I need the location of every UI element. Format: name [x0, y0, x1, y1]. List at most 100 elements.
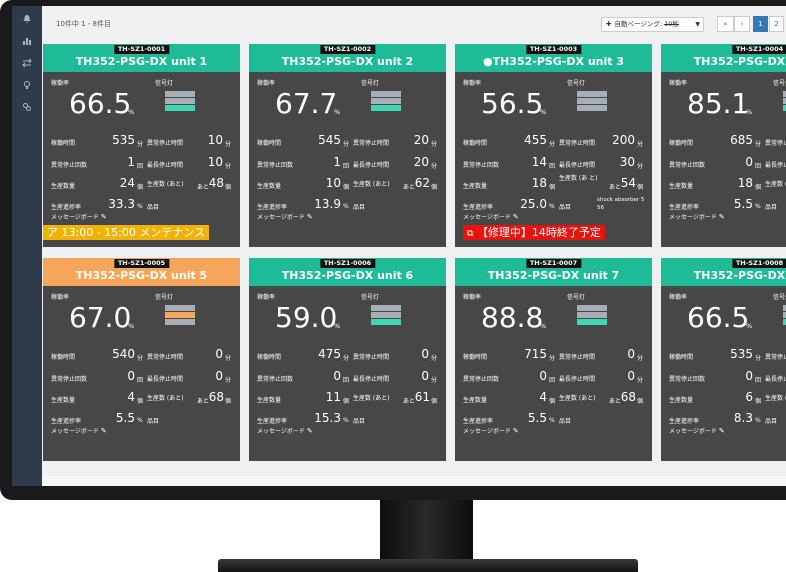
progress-rate-label: 生産進捗率	[669, 418, 700, 425]
swap-icon[interactable]	[20, 58, 34, 72]
production-qty-value: 18	[531, 176, 547, 190]
message-board-link[interactable]: メッセージボード ✎	[51, 426, 107, 435]
production-qty-value: 24	[119, 176, 135, 190]
message-board-link[interactable]: メッセージボード ✎	[669, 426, 725, 435]
machine-card[interactable]: TH-SZ1-0003 ●TH352-PSG-DX unit 3 稼働率 信号灯…	[455, 44, 652, 247]
page-first[interactable]: «	[717, 16, 734, 32]
chevron-down-icon: ▼	[695, 21, 700, 28]
machine-card[interactable]: TH-SZ1-0002 TH352-PSG-DX unit 2 稼働率 信号灯 …	[249, 44, 446, 247]
sidebar	[12, 6, 42, 486]
pencil-icon[interactable]: ✎	[718, 213, 725, 221]
operating-time-value: 715	[524, 347, 547, 361]
link-icon[interactable]	[20, 102, 34, 116]
external-link-icon[interactable]: ⧉	[467, 229, 474, 239]
pencil-icon[interactable]: ✎	[306, 427, 313, 435]
abnormal-stop-count-label: 異常停止回数	[669, 376, 706, 383]
progress-rate-label: 生産進捗率	[257, 418, 288, 425]
operating-time-unit: 分	[343, 141, 350, 148]
utilization-value: 66.5	[69, 87, 132, 120]
machine-card[interactable]: TH-SZ1-0005 TH352-PSG-DX unit 5 稼働率 信号灯 …	[43, 258, 240, 461]
page-2[interactable]: 2	[769, 16, 784, 32]
page-1[interactable]: 1	[753, 16, 768, 32]
signal-light-label: 信号灯	[361, 294, 380, 301]
utilization-label: 稼働率	[51, 80, 70, 87]
machine-code: TH-SZ1-0002	[319, 45, 376, 54]
progress-rate-label: 生産進捗率	[463, 418, 494, 425]
longest-stop-label: 最長停止時間	[353, 162, 390, 169]
utilization-label: 稼働率	[51, 294, 70, 301]
message-board-label: メッセージボード	[463, 214, 511, 221]
abnormal-stop-count-unit: 回	[343, 163, 350, 170]
message-board-label: メッセージボード	[51, 214, 99, 221]
longest-stop-unit: 分	[225, 163, 232, 170]
item-label: 品目	[765, 204, 778, 211]
lightbulb-icon[interactable]	[20, 80, 34, 94]
machine-card[interactable]: TH-SZ1-0008 TH352-PSG-DX unit 8 稼働率 信号灯 …	[661, 258, 786, 461]
machine-card[interactable]: TH-SZ1-0001 TH352-PSG-DX unit 1 稼働率 信号灯 …	[43, 44, 240, 247]
message-board-link[interactable]: メッセージボード ✎	[51, 212, 107, 221]
machine-name: TH352-PSG-DX unit 1	[75, 55, 208, 68]
abnormal-stop-time-value: 0	[627, 347, 635, 361]
signal-bar-bottom	[371, 319, 401, 325]
production-remaining-value: 68	[208, 390, 224, 404]
production-qty-value: 11	[325, 390, 341, 404]
utilization-label: 稼働率	[669, 294, 688, 301]
signal-light-label: 信号灯	[773, 80, 786, 87]
item-label: 品目	[147, 204, 160, 211]
longest-stop-label: 最長停止時間	[765, 162, 786, 169]
operating-time-value: 475	[318, 347, 341, 361]
production-remaining-value: 61	[414, 390, 430, 404]
pencil-icon[interactable]: ✎	[512, 213, 519, 221]
chart-icon[interactable]	[20, 36, 34, 50]
message-board-label: メッセージボード	[669, 428, 717, 435]
abnormal-stop-time-unit: 分	[637, 141, 644, 148]
signal-light-label: 信号灯	[155, 80, 174, 87]
bell-icon[interactable]	[20, 14, 34, 28]
message-board-link[interactable]: メッセージボード ✎	[257, 426, 313, 435]
production-remaining-unit: 個	[431, 184, 438, 191]
message-board-link[interactable]: メッセージボード ✎	[463, 212, 519, 221]
page-prev[interactable]: ‹	[734, 16, 750, 32]
pencil-icon[interactable]: ✎	[718, 427, 725, 435]
auto-paging-button[interactable]: ✚ 自動ページング: 10秒 ▼	[601, 17, 704, 32]
card-header: TH-SZ1-0008 TH352-PSG-DX unit 8	[661, 258, 786, 286]
signal-bar-bottom	[577, 319, 607, 325]
pencil-icon[interactable]: ✎	[100, 213, 107, 221]
auto-paging-label: 自動ページング:	[614, 20, 663, 28]
signal-bar-top	[371, 305, 401, 311]
abnormal-stop-count-value: 0	[745, 369, 753, 383]
machine-card[interactable]: TH-SZ1-0007 TH352-PSG-DX unit 7 稼働率 信号灯 …	[455, 258, 652, 461]
machine-card[interactable]: TH-SZ1-0006 TH352-PSG-DX unit 6 稼働率 信号灯 …	[249, 258, 446, 461]
pencil-icon[interactable]: ✎	[306, 213, 313, 221]
message-board-link[interactable]: メッセージボード ✎	[257, 212, 313, 221]
abnormal-stop-count-unit: 回	[343, 377, 350, 384]
abnormal-stop-count-value: 14	[531, 155, 547, 169]
machine-name: TH352-PSG-DX unit 8	[693, 269, 786, 282]
pencil-icon[interactable]: ✎	[512, 427, 519, 435]
abnormal-stop-count-unit: 回	[549, 377, 556, 384]
pencil-icon[interactable]: ✎	[100, 427, 107, 435]
utilization-unit: %	[334, 322, 341, 330]
progress-rate-unit: %	[549, 417, 555, 424]
message-board-link[interactable]: メッセージボード ✎	[669, 212, 725, 221]
production-qty-label: 生産数量	[669, 183, 694, 190]
message-board-link[interactable]: メッセージボード ✎	[463, 426, 519, 435]
signal-light-label: 信号灯	[773, 294, 786, 301]
abnormal-stop-count-label: 異常停止回数	[463, 162, 500, 169]
machine-card[interactable]: TH-SZ1-0004 TH352-PSG-DX unit 4 稼働率 信号灯 …	[661, 44, 786, 247]
production-qty-label: 生産数量	[463, 183, 488, 190]
utilization-unit: %	[746, 108, 753, 116]
abnormal-stop-count-label: 異常停止回数	[463, 376, 500, 383]
utilization-unit: %	[540, 322, 547, 330]
signal-bar-middle	[371, 312, 401, 318]
signal-bar-top	[165, 305, 195, 311]
signal-light	[783, 305, 786, 325]
machine-code: TH-SZ1-0003	[525, 45, 582, 54]
production-qty-value: 6	[745, 390, 753, 404]
production-remaining-label: 生産数 (あと)	[559, 395, 596, 402]
message-board-label: メッセージボード	[51, 428, 99, 435]
utilization-unit: %	[540, 108, 547, 116]
signal-bar-middle	[783, 312, 786, 318]
signal-bar-top	[165, 91, 195, 97]
signal-light	[165, 91, 195, 111]
